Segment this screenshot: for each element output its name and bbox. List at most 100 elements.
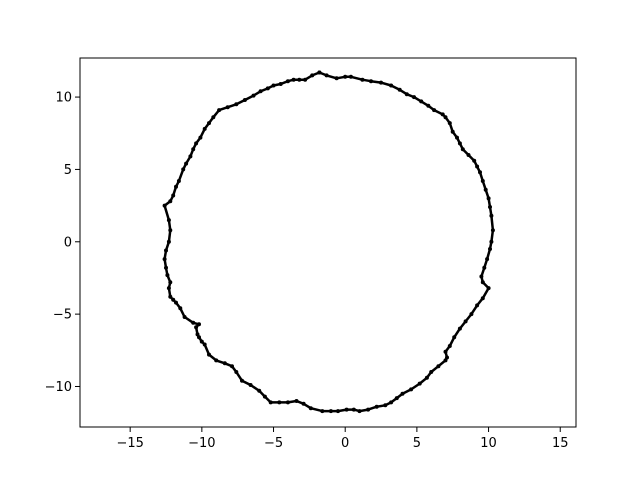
data-point <box>404 92 409 97</box>
x-tick-label: −5 <box>264 436 283 451</box>
data-point <box>194 325 199 330</box>
data-point <box>278 82 283 86</box>
data-point <box>480 179 485 183</box>
data-point <box>230 364 234 369</box>
data-point <box>234 370 239 374</box>
data-point <box>174 184 178 189</box>
data-point <box>240 378 244 383</box>
data-point <box>400 391 405 396</box>
data-point <box>257 388 262 393</box>
data-point <box>344 407 349 412</box>
data-point <box>166 239 171 244</box>
data-point <box>168 280 173 285</box>
y-tick-label: 0 <box>64 235 72 250</box>
data-point <box>181 167 186 172</box>
data-point <box>174 300 178 305</box>
data-point <box>207 121 211 126</box>
data-point <box>436 364 441 369</box>
data-point <box>182 315 187 319</box>
data-point <box>197 322 201 327</box>
data-point <box>440 112 445 117</box>
y-axis: −10 −5 0 5 10 <box>45 91 80 395</box>
data-point <box>490 228 495 233</box>
data-point <box>443 358 448 363</box>
data-point <box>294 399 299 403</box>
data-point <box>429 370 434 374</box>
data-point <box>469 312 474 317</box>
data-point <box>488 247 492 251</box>
data-point <box>164 248 168 253</box>
data-point <box>162 203 167 208</box>
data-point <box>165 273 170 278</box>
data-point <box>162 257 167 262</box>
data-point <box>268 400 273 405</box>
data-point <box>482 265 487 270</box>
data-point <box>184 161 189 166</box>
data-point <box>191 147 196 152</box>
data-point <box>303 77 308 82</box>
data-point <box>432 108 437 113</box>
data-point <box>336 409 340 414</box>
data-point <box>488 205 492 209</box>
data-point <box>285 400 290 405</box>
data-point <box>271 83 276 88</box>
data-point <box>320 409 325 414</box>
data-point <box>360 77 365 82</box>
data-point <box>412 95 416 100</box>
data-point <box>222 361 227 366</box>
data-point <box>443 349 448 354</box>
data-point <box>424 375 429 380</box>
data-point <box>450 129 455 134</box>
y-tick-label: −5 <box>53 308 72 323</box>
y-tick-label: −10 <box>45 380 72 395</box>
x-tick-label: 15 <box>552 436 569 451</box>
x-axis: −15 −10 −5 0 5 10 15 <box>116 427 569 451</box>
data-point <box>397 87 402 92</box>
data-point <box>383 403 388 408</box>
data-point <box>457 326 462 331</box>
x-tick-label: −10 <box>188 436 215 451</box>
data-point <box>460 147 465 152</box>
data-point <box>343 74 348 79</box>
data-point <box>394 396 399 401</box>
data-point <box>475 164 480 169</box>
data-point <box>262 394 267 399</box>
axes-frame <box>79 57 577 428</box>
data-point <box>483 187 488 192</box>
data-point <box>466 153 471 157</box>
data-point <box>291 77 296 82</box>
data-point <box>217 108 222 113</box>
data-point <box>463 319 468 324</box>
data-point <box>389 83 394 88</box>
data-point <box>198 135 203 140</box>
data-point <box>251 93 256 98</box>
data-point <box>485 257 490 262</box>
data-point <box>480 280 485 285</box>
data-point <box>168 199 173 204</box>
data-point <box>480 296 485 301</box>
data-point <box>409 387 414 392</box>
data-point <box>334 76 339 81</box>
data-point <box>188 154 193 159</box>
data-point <box>202 342 207 347</box>
data-point <box>426 103 431 108</box>
data-point <box>194 141 199 146</box>
data-point <box>301 401 306 406</box>
data-point <box>211 115 216 120</box>
data-point <box>317 70 322 75</box>
data-point <box>171 297 176 302</box>
data-point <box>489 239 494 244</box>
y-tick-label: 5 <box>64 163 72 178</box>
data-point <box>225 105 230 110</box>
y-tick-label: 10 <box>55 91 72 106</box>
data-point <box>242 98 247 102</box>
data-point <box>452 335 457 340</box>
data-point <box>348 74 353 79</box>
data-point <box>443 115 448 120</box>
data-point <box>285 79 290 84</box>
data-point <box>195 332 200 337</box>
data-point <box>486 196 491 201</box>
data-point <box>357 409 362 414</box>
